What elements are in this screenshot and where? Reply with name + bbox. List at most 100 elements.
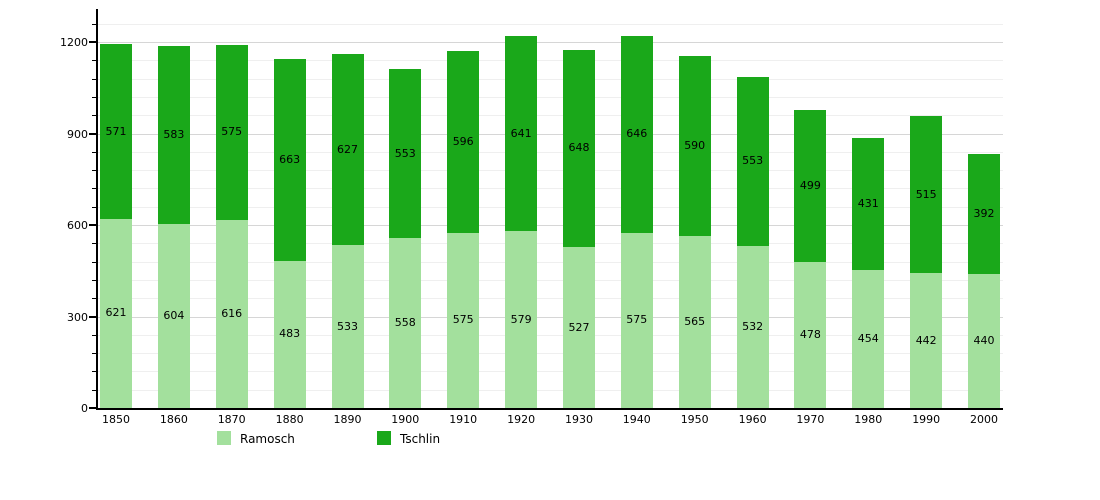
y-axis-line	[96, 9, 98, 409]
bar-1950-ramosch	[678, 235, 711, 408]
bar-1870-tschlin	[215, 44, 248, 221]
value-label-ramosch: 621	[105, 306, 127, 320]
value-label-tschlin: 663	[279, 152, 301, 166]
y-tick-minor	[92, 261, 97, 263]
value-label-tschlin: 571	[105, 124, 127, 138]
ramosch-legend-label: Ramosch	[240, 432, 295, 446]
bar-1960-ramosch	[736, 245, 769, 408]
bar-1930-ramosch	[563, 247, 595, 408]
y-tick-minor	[92, 115, 97, 117]
x-axis-tick-label: 2000	[970, 413, 998, 426]
value-label-ramosch: 604	[163, 308, 185, 322]
bar-1970-ramosch	[794, 262, 827, 408]
value-label-tschlin: 646	[626, 127, 648, 141]
bar-1940-tschlin	[620, 35, 653, 233]
x-axis-tick-label: 1870	[217, 413, 246, 426]
x-axis-tick-label: 1850	[102, 413, 130, 426]
x-axis-tick-label: 1930	[565, 413, 593, 426]
bar-1920-tschlin	[505, 35, 538, 232]
value-label-tschlin: 590	[684, 138, 706, 152]
y-tick-minor	[92, 334, 97, 336]
legend: Ramosch Tschlin	[0, 430, 1100, 450]
value-label-ramosch: 575	[626, 313, 648, 327]
value-label-ramosch: 532	[742, 319, 764, 333]
x-axis-tick-label: 1980	[854, 413, 883, 426]
y-tick-major	[89, 224, 97, 226]
y-tick-minor	[92, 206, 97, 208]
bar-1860-ramosch	[157, 223, 190, 408]
bar-1890-tschlin	[331, 54, 364, 246]
value-label-ramosch: 478	[799, 328, 821, 342]
y-tick-minor	[92, 96, 97, 98]
y-tick-minor	[92, 151, 97, 153]
y-axis-tick-label: 900	[67, 127, 88, 141]
y-tick-major	[89, 315, 97, 318]
bar-1970-tschlin	[794, 110, 827, 263]
tschlin-legend-label: Tschlin	[400, 432, 441, 446]
value-label-ramosch: 454	[857, 331, 879, 345]
legend-item-tschlin: Tschlin	[377, 430, 497, 446]
value-label-ramosch: 579	[510, 312, 532, 326]
bar-1910-ramosch	[447, 232, 480, 408]
bar-1910-tschlin	[447, 50, 480, 233]
y-tick-minor	[92, 279, 97, 281]
bar-1880-ramosch	[273, 260, 306, 408]
x-axis-tick-label: 1890	[333, 413, 362, 426]
bar-1960-tschlin	[736, 77, 769, 246]
x-axis-tick-label: 1950	[680, 413, 709, 426]
bar-2000-tschlin	[968, 154, 1000, 274]
value-label-tschlin: 627	[337, 142, 358, 156]
bar-1920-ramosch	[505, 231, 538, 408]
bar-1890-ramosch	[331, 245, 364, 408]
y-tick-minor	[92, 389, 97, 391]
y-axis-tick-label: 300	[67, 310, 88, 324]
value-label-tschlin: 431	[857, 196, 879, 210]
x-axis-tick-label: 1880	[275, 413, 304, 426]
x-axis-tick-label: 1920	[507, 413, 536, 426]
bar-1900-ramosch	[389, 237, 422, 408]
x-axis-tick-label: 1910	[449, 413, 478, 426]
ramosch-legend-swatch-icon	[217, 431, 231, 445]
y-tick-major	[89, 41, 97, 43]
value-label-tschlin: 553	[394, 146, 416, 160]
bar-1990-ramosch	[910, 273, 943, 408]
bar-1940-ramosch	[620, 232, 653, 408]
y-tick-minor	[92, 188, 97, 190]
value-label-tschlin: 596	[452, 134, 474, 148]
bar-1870-ramosch	[215, 220, 248, 408]
value-label-ramosch: 533	[337, 319, 358, 333]
value-label-ramosch: 616	[221, 307, 243, 321]
value-label-ramosch: 558	[394, 315, 416, 329]
gridline-minor	[97, 23, 1003, 25]
x-axis-tick-label: 1960	[738, 413, 767, 426]
bar-1950-tschlin	[678, 55, 711, 236]
value-label-ramosch: 575	[452, 313, 474, 327]
value-label-ramosch: 440	[973, 333, 995, 347]
y-tick-minor	[92, 78, 97, 80]
gridline-major	[97, 42, 1003, 43]
bar-2000-ramosch	[968, 273, 1000, 408]
value-label-tschlin: 392	[973, 207, 995, 220]
bar-1850-ramosch	[100, 218, 132, 408]
value-label-tschlin: 499	[799, 179, 821, 193]
tschlin-legend-swatch-icon	[377, 431, 391, 445]
value-label-ramosch: 483	[279, 327, 301, 341]
value-label-ramosch: 565	[684, 314, 706, 328]
x-axis-tick-label: 1900	[391, 413, 420, 426]
value-label-tschlin: 575	[221, 125, 243, 139]
value-label-tschlin: 583	[163, 127, 185, 141]
y-tick-minor	[92, 353, 97, 355]
y-axis-tick-label: 1200	[60, 36, 88, 49]
value-label-tschlin: 648	[568, 141, 590, 155]
bar-1900-tschlin	[389, 69, 422, 238]
value-label-tschlin: 553	[742, 154, 764, 168]
x-axis-tick-label: 1940	[622, 413, 651, 426]
bar-1850-tschlin	[100, 44, 132, 219]
bar-1980-ramosch	[852, 269, 885, 408]
bar-1930-tschlin	[563, 49, 595, 248]
value-label-ramosch: 527	[568, 320, 590, 334]
x-axis-tick-label: 1970	[796, 413, 825, 426]
bar-1880-tschlin	[273, 58, 306, 261]
bar-1990-tschlin	[910, 116, 943, 274]
